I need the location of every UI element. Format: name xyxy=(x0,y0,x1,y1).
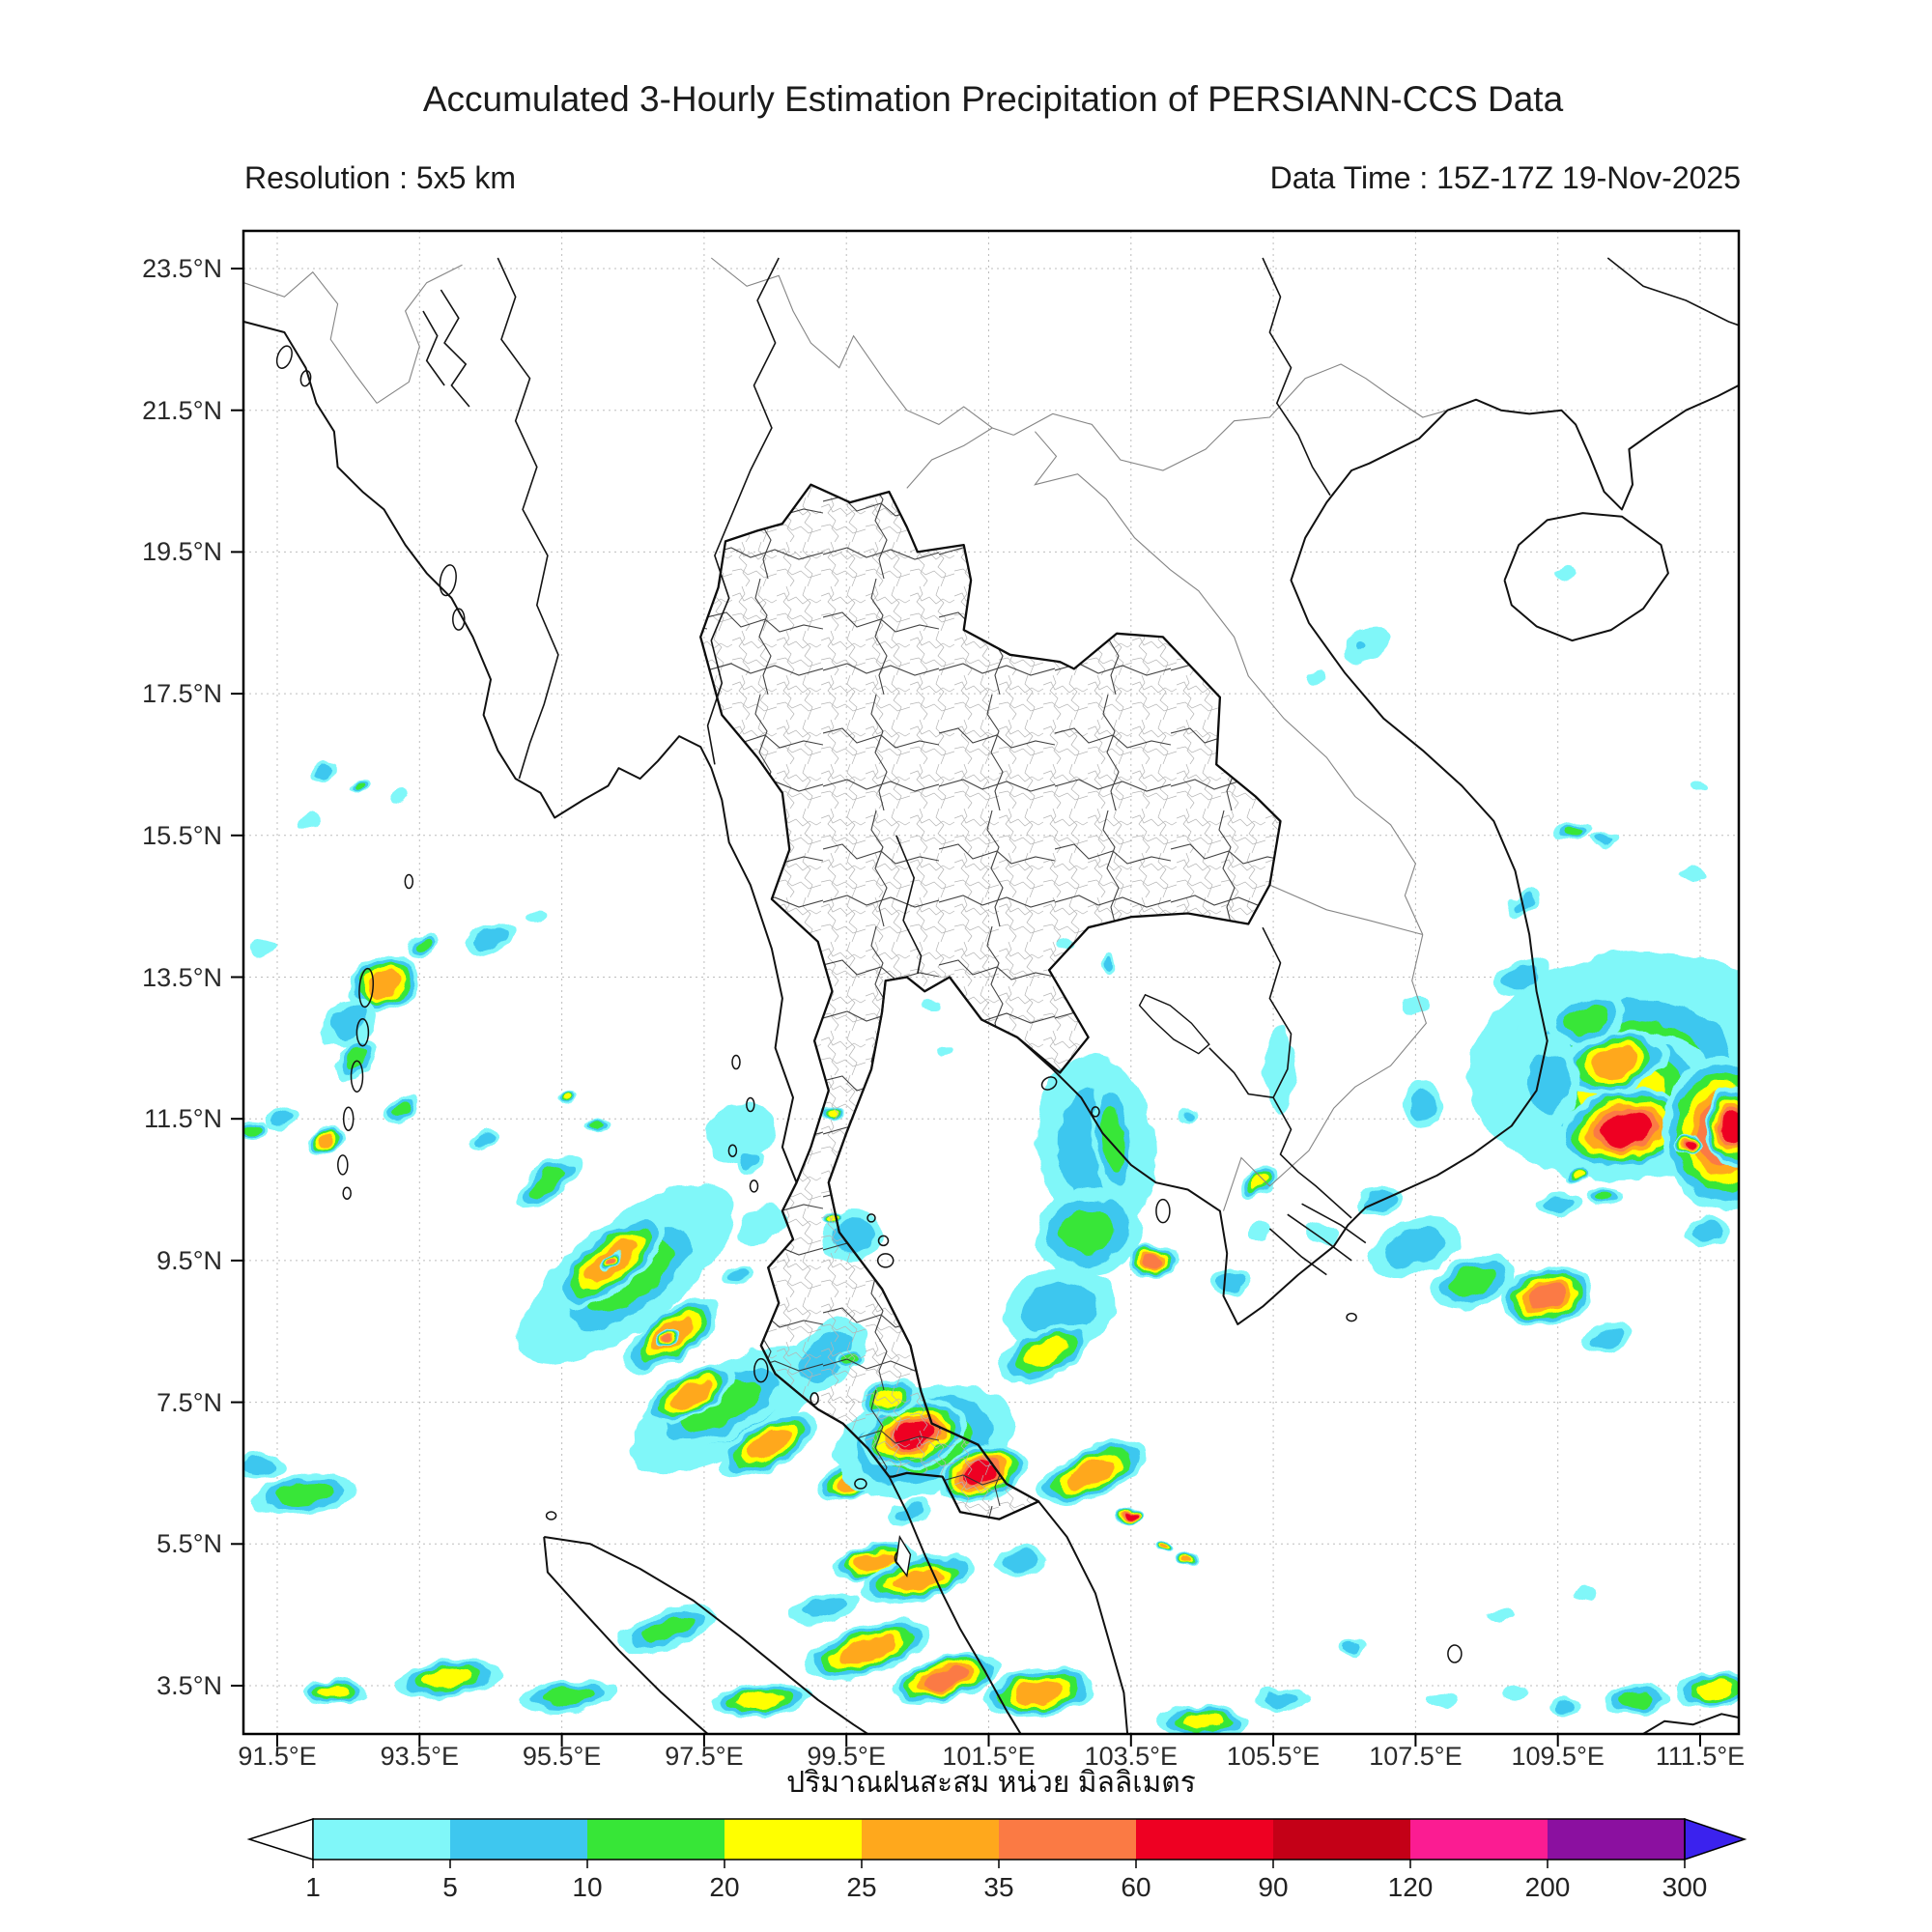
colorbar-segment xyxy=(313,1819,450,1860)
axis-ticks xyxy=(231,268,1701,1747)
grid-lines xyxy=(243,231,1739,1734)
lakes xyxy=(895,993,1210,1578)
x-tick-label: 93.5°E xyxy=(380,1742,459,1771)
colorbar-segment xyxy=(587,1819,724,1860)
map-frame xyxy=(242,229,1741,1736)
x-tick-label: 111.5°E xyxy=(1655,1742,1746,1771)
colorbar-tick-label: 5 xyxy=(442,1872,458,1902)
y-tick-label: 21.5°N xyxy=(142,395,222,425)
colorbar-tick-label: 90 xyxy=(1258,1872,1289,1902)
y-tick-label: 3.5°N xyxy=(156,1671,222,1700)
colorbar-tick-label: 25 xyxy=(846,1872,877,1902)
colorbar-overflow-arrow xyxy=(1684,1817,1747,1861)
y-tick-label: 5.5°N xyxy=(156,1529,222,1559)
colorbar-segment xyxy=(724,1819,862,1860)
colorbar-underflow-arrow xyxy=(246,1817,314,1861)
map-title: Accumulated 3-Hourly Estimation Precipit… xyxy=(422,79,1564,119)
colorbar-tick-label: 120 xyxy=(1387,1872,1434,1902)
x-tick-label: 99.5°E xyxy=(807,1742,886,1771)
colorbar-segment xyxy=(1410,1819,1548,1860)
coastlines xyxy=(243,321,1739,1734)
colorbar-tick-label: 35 xyxy=(983,1872,1014,1902)
thailand-provinces xyxy=(699,483,1282,1520)
y-tick-label: 11.5°N xyxy=(144,1104,222,1134)
colorbar-tick-label: 60 xyxy=(1121,1872,1151,1902)
colorbar-segment xyxy=(1273,1819,1410,1860)
x-tick-label: 107.5°E xyxy=(1369,1742,1463,1771)
precipitation-map xyxy=(231,229,1741,1747)
y-tick-label: 9.5°N xyxy=(156,1245,222,1275)
colorbar-tick-label: 10 xyxy=(572,1872,603,1902)
colorbar-segment xyxy=(862,1819,999,1860)
y-tick-label: 13.5°N xyxy=(142,962,222,992)
country-borders xyxy=(243,257,1448,1211)
colorbar xyxy=(246,1817,1747,1868)
y-tick-label: 19.5°N xyxy=(142,537,222,567)
map-canvas xyxy=(243,231,1739,1734)
colorbar-segment xyxy=(999,1819,1136,1860)
rivers xyxy=(422,257,1739,1276)
x-tick-label: 95.5°E xyxy=(522,1742,602,1771)
colorbar-segment xyxy=(450,1819,587,1860)
colorbar-segment xyxy=(1136,1819,1273,1860)
colorbar-segment xyxy=(1548,1819,1685,1860)
y-tick-label: 23.5°N xyxy=(142,254,222,283)
colorbar-tick-label: 1 xyxy=(305,1872,321,1902)
x-tick-label: 109.5°E xyxy=(1511,1742,1605,1771)
colorbar-tick-label: 200 xyxy=(1524,1872,1571,1902)
x-tick-label: 97.5°E xyxy=(665,1742,744,1771)
x-tick-label: 103.5°E xyxy=(1084,1742,1178,1771)
y-tick-label: 17.5°N xyxy=(142,679,222,709)
x-tick-label: 101.5°E xyxy=(942,1742,1036,1771)
colorbar-tick-label: 300 xyxy=(1662,1872,1708,1902)
x-tick-label: 105.5°E xyxy=(1226,1742,1321,1771)
y-tick-label: 15.5°N xyxy=(142,820,222,850)
data-time-label: Data Time : 15Z-17Z 19-Nov-2025 xyxy=(1269,160,1741,195)
colorbar-tick-label: 20 xyxy=(709,1872,740,1902)
thai-unit-caption: ปริมาณฝนสะสม หน่วย มิลลิเมตร xyxy=(786,1767,1196,1799)
x-tick-label: 91.5°E xyxy=(238,1742,317,1771)
resolution-label: Resolution : 5x5 km xyxy=(244,160,517,195)
y-tick-label: 7.5°N xyxy=(156,1387,222,1417)
